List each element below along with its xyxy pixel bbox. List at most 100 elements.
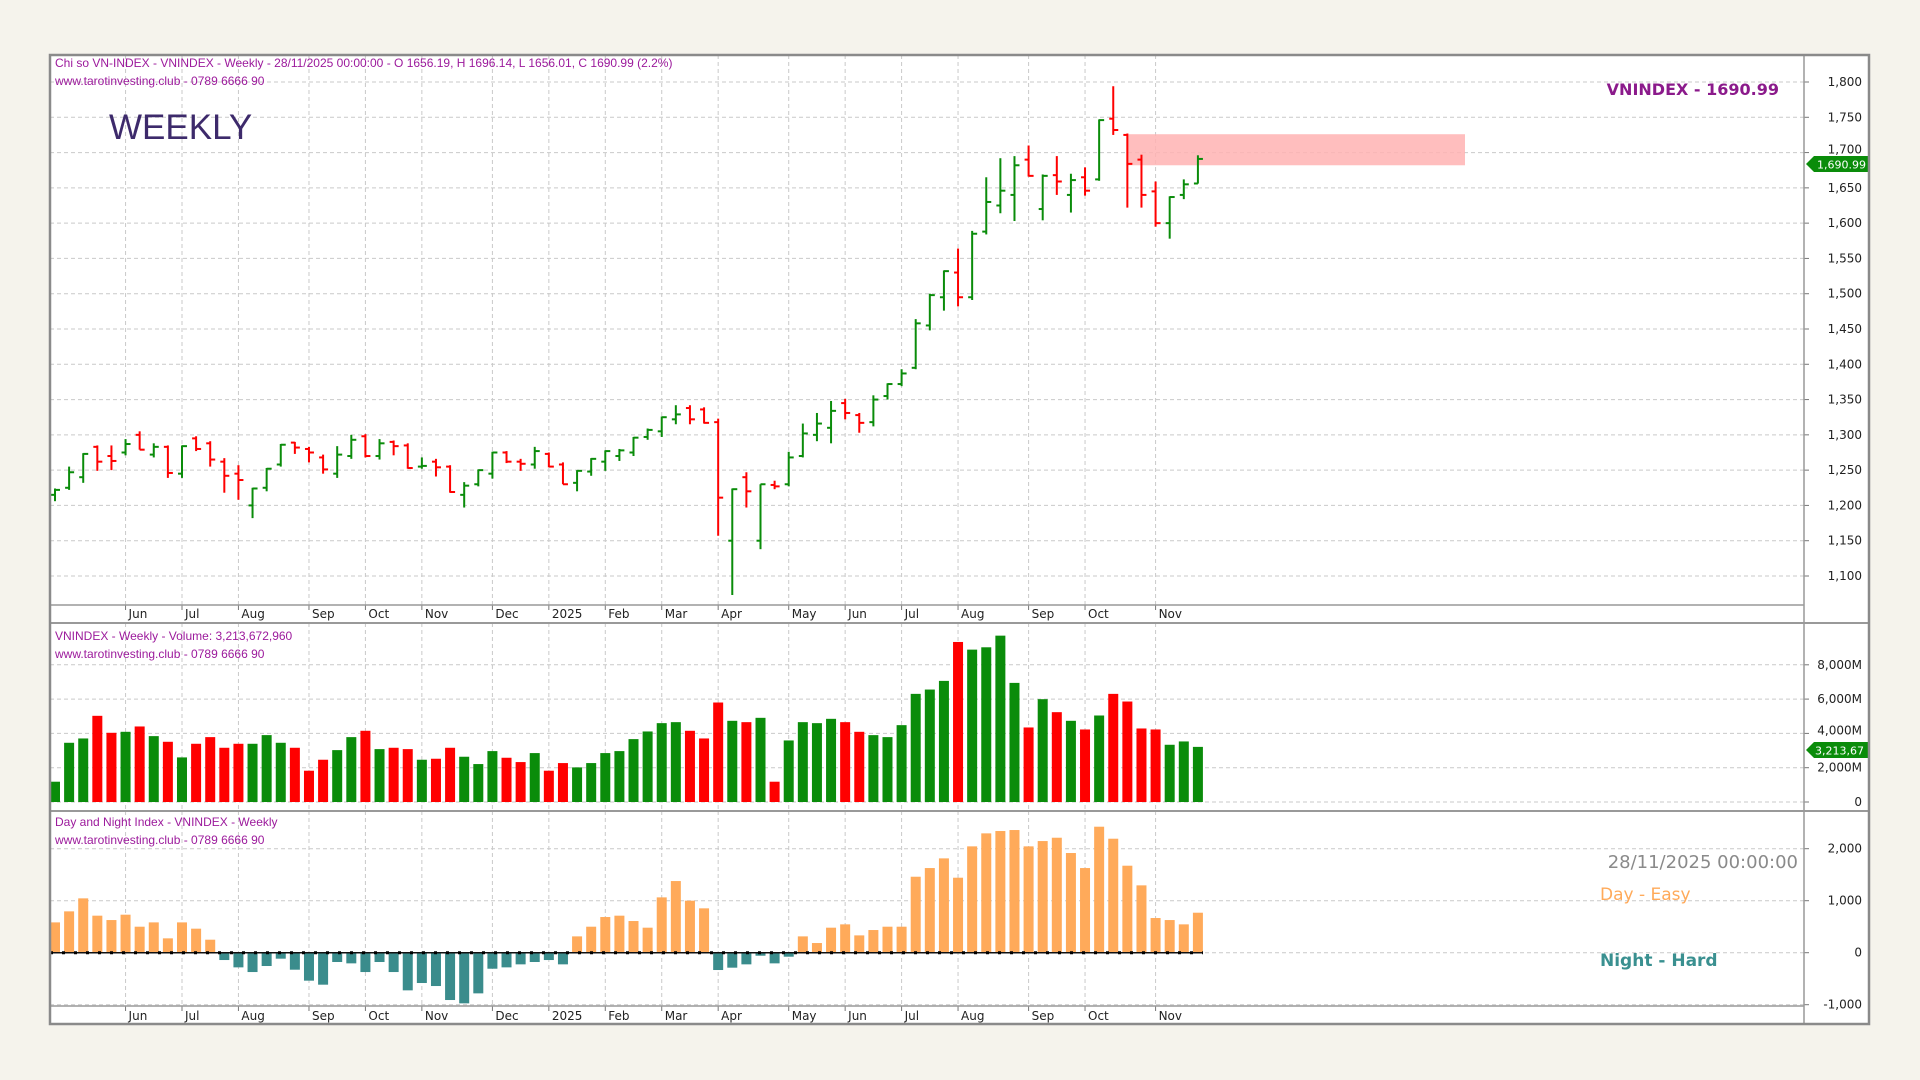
last-volume-tag bbox=[1806, 742, 1868, 758]
night-bar bbox=[402, 952, 413, 991]
ohlc-bar bbox=[304, 446, 314, 463]
ohlc-bar bbox=[347, 434, 357, 459]
volume-bar bbox=[684, 730, 695, 802]
ohlc-bar bbox=[1123, 133, 1133, 208]
ohlc-bar bbox=[671, 405, 681, 425]
month-label: Oct bbox=[1088, 607, 1109, 621]
ohlc-bar bbox=[784, 451, 794, 487]
month-label: Oct bbox=[368, 1009, 389, 1023]
ohlc-bar bbox=[558, 462, 568, 486]
ohlc-bar bbox=[474, 469, 484, 487]
volume-bar bbox=[642, 731, 653, 802]
ohlc-bar bbox=[615, 448, 625, 461]
ohlc-bar bbox=[968, 230, 978, 301]
ohlc-bar bbox=[276, 443, 286, 467]
ohlc-bar bbox=[319, 454, 329, 474]
ohlc-bar bbox=[869, 395, 879, 427]
day-bar bbox=[1164, 920, 1175, 953]
night-bar bbox=[261, 952, 272, 967]
ohlc-bar bbox=[333, 446, 343, 478]
night-bar bbox=[318, 952, 329, 985]
volume-bar bbox=[459, 756, 470, 802]
volume-bar bbox=[92, 715, 103, 802]
ohlc-bar bbox=[897, 369, 907, 387]
volume-bar bbox=[388, 747, 399, 802]
day-bar bbox=[840, 924, 851, 953]
day-bar bbox=[684, 900, 695, 953]
night-hard-label: Night - Hard bbox=[1600, 951, 1718, 971]
ohlc-bar bbox=[1109, 86, 1119, 135]
ohlc-bar bbox=[403, 443, 413, 470]
volume-bar bbox=[445, 747, 456, 802]
month-label: Aug bbox=[241, 607, 264, 621]
day-bar bbox=[1122, 865, 1133, 953]
day-bar bbox=[120, 914, 131, 953]
price-tick-label: 1,400 bbox=[1828, 357, 1862, 371]
night-bar bbox=[430, 952, 441, 987]
ohlc-bar bbox=[1024, 145, 1034, 177]
volume-bar bbox=[261, 735, 272, 802]
ohlc-bar bbox=[431, 458, 441, 477]
volume-bar bbox=[953, 641, 964, 802]
day-bar bbox=[64, 911, 75, 953]
night-bar bbox=[783, 952, 794, 957]
volume-bar bbox=[826, 718, 837, 802]
price-tick-label: 1,200 bbox=[1828, 498, 1862, 512]
night-bar bbox=[360, 952, 371, 973]
volume-tick-label: 0 bbox=[1854, 795, 1862, 809]
month-label: Oct bbox=[368, 607, 389, 621]
day-bar bbox=[896, 926, 907, 953]
price-tick-label: 1,600 bbox=[1828, 216, 1862, 230]
day-bar bbox=[656, 897, 667, 953]
ohlc-bar bbox=[827, 400, 837, 444]
ohlc-bar bbox=[841, 398, 851, 420]
night-bar bbox=[346, 952, 357, 964]
price-tick-label: 1,700 bbox=[1828, 143, 1862, 157]
month-label: Aug bbox=[961, 607, 984, 621]
ohlc-bar bbox=[939, 270, 949, 311]
dni-tick-label: 2,000 bbox=[1828, 842, 1862, 856]
volume-bar bbox=[896, 725, 907, 802]
ohlc-bar bbox=[742, 472, 752, 508]
volume-bar bbox=[50, 781, 60, 802]
volume-bar bbox=[1023, 727, 1034, 802]
night-bar bbox=[289, 952, 300, 970]
volume-bar bbox=[882, 737, 893, 802]
day-bar bbox=[92, 915, 103, 953]
ohlc-bar bbox=[460, 482, 470, 508]
ohlc-bar bbox=[855, 412, 865, 433]
volume-bar bbox=[303, 770, 314, 802]
ohlc-bar bbox=[911, 319, 921, 370]
day-bar bbox=[1023, 846, 1034, 953]
ohlc-bar bbox=[79, 452, 89, 483]
ohlc-bar bbox=[601, 450, 611, 471]
ohlc-bar bbox=[248, 487, 258, 519]
ohlc-bar bbox=[685, 405, 695, 425]
price-panel-title: Chi so VN-INDEX - VNINDEX - Weekly - 28/… bbox=[55, 56, 672, 70]
month-label: Jul bbox=[904, 607, 919, 621]
dni-tick-label: 1,000 bbox=[1828, 894, 1862, 908]
price-tick-label: 1,300 bbox=[1828, 428, 1862, 442]
chart-frame bbox=[50, 55, 1869, 1024]
volume-bar bbox=[205, 737, 216, 802]
month-label: Nov bbox=[425, 607, 448, 621]
ohlc-bar bbox=[234, 465, 244, 500]
day-bar bbox=[995, 831, 1006, 953]
night-bar bbox=[374, 952, 385, 963]
day-bar bbox=[1150, 918, 1161, 953]
night-bar bbox=[459, 952, 470, 1004]
ohlc-bar bbox=[1081, 167, 1091, 196]
ohlc-bar bbox=[657, 416, 667, 437]
volume-bar bbox=[430, 758, 441, 802]
volume-bar bbox=[1192, 746, 1203, 802]
day-bar bbox=[924, 868, 935, 953]
night-bar bbox=[233, 952, 244, 968]
ohlc-bar bbox=[728, 488, 738, 596]
volume-bars bbox=[50, 635, 1203, 802]
day-bar bbox=[882, 926, 893, 953]
volume-bar bbox=[1150, 729, 1161, 802]
price-tick-label: 1,450 bbox=[1828, 322, 1862, 336]
day-bar bbox=[106, 920, 117, 953]
month-label: May bbox=[792, 1009, 817, 1023]
